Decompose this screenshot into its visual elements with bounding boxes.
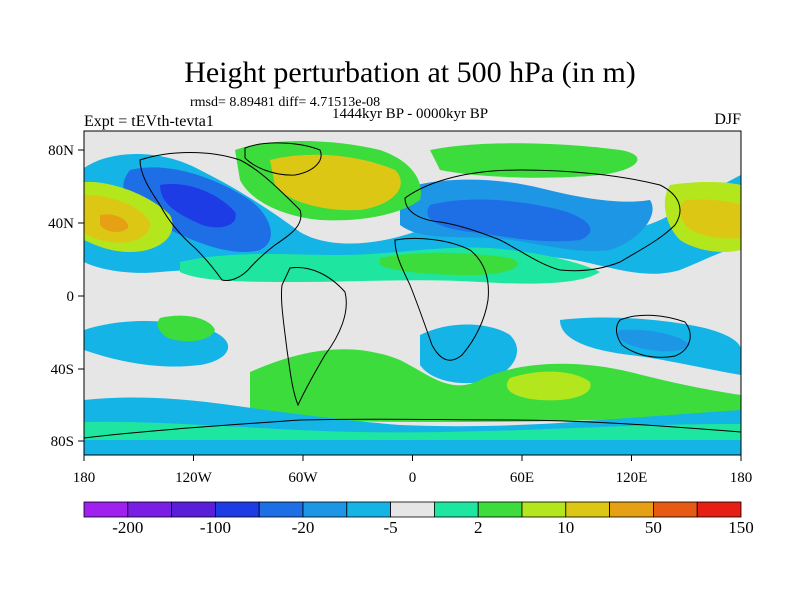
colorbar-swatch xyxy=(433,501,479,518)
colorbar-swatch xyxy=(83,501,129,518)
anomaly-south-pacific-positive xyxy=(157,315,215,342)
coastline-europe-asia xyxy=(404,169,681,272)
main-title: Height perturbation at 500 hPa (in m) xyxy=(184,56,636,89)
anomaly-arctic-positive xyxy=(430,143,638,178)
coastline-greenland xyxy=(244,142,322,176)
anomaly-south-atlantic-negative xyxy=(420,324,518,384)
lon-tick-label: 60E xyxy=(510,470,534,486)
height-perturbation-map xyxy=(83,130,742,456)
colorbar-swatch xyxy=(565,501,610,518)
longitude-axis: 180 120W 60W 0 60E 120E 180 xyxy=(73,455,753,486)
colorbar-swatch xyxy=(258,501,304,518)
colorbar-swatch xyxy=(477,501,523,518)
anomaly-southern-ocean-core xyxy=(506,371,591,401)
anomaly-north-atlantic-core xyxy=(270,154,401,211)
colorbar-swatch xyxy=(214,501,260,518)
colorbar-swatch xyxy=(346,501,391,518)
anomaly-antarctic-negative xyxy=(84,397,741,455)
anomaly-north-america-deep xyxy=(160,184,236,228)
anomaly-pacific-positive-east-core xyxy=(680,199,741,239)
colorbar-swatch xyxy=(609,501,654,518)
lon-tick-label: 120W xyxy=(175,470,213,486)
anomaly-subtropical-positive-core xyxy=(380,252,518,275)
anomaly-antarctic-positive-strip xyxy=(84,421,741,440)
coastline-south-america xyxy=(280,266,347,407)
period-line: 1444kyr BP - 0000kyr BP xyxy=(332,106,488,122)
colorbar-labels: -200 -100 -20 -5 2 10 50 150 xyxy=(112,518,754,537)
latitude-axis: 80N 40N 0 40S 80S xyxy=(48,143,84,450)
colorbar-swatch xyxy=(127,501,173,518)
coastline-antarctica xyxy=(83,418,742,439)
lat-tick-label: 0 xyxy=(67,289,75,305)
lat-tick-label: 80S xyxy=(51,434,74,450)
coastline-australia xyxy=(616,314,691,358)
lat-tick-label: 80N xyxy=(48,143,74,159)
lon-tick-label: 180 xyxy=(73,470,96,486)
colorbar-label: 2 xyxy=(474,518,483,537)
colorbar-label: 150 xyxy=(728,518,754,537)
colorbar-swatch xyxy=(302,501,348,518)
colorbar-label: -20 xyxy=(292,518,315,537)
colorbar-swatch xyxy=(171,501,216,518)
coastlines xyxy=(83,142,742,439)
anomaly-southern-ocean-positive xyxy=(250,349,741,422)
colorbar-swatch xyxy=(521,501,567,518)
coastline-north-america xyxy=(139,152,302,281)
colorbar-label: -200 xyxy=(112,518,143,537)
lon-tick-label: 180 xyxy=(730,470,753,486)
lon-tick-label: 0 xyxy=(409,470,417,486)
colorbar-label: -5 xyxy=(384,518,398,537)
anomaly-eurasia-negative-core xyxy=(427,199,591,242)
lon-tick-label: 120E xyxy=(616,470,648,486)
colorbar xyxy=(83,501,742,518)
experiment-label: Expt = tEVth-tevta1 xyxy=(84,113,214,130)
anomaly-pacific-positive-west-peak xyxy=(100,214,129,232)
coastline-africa xyxy=(394,237,489,361)
lat-tick-label: 40S xyxy=(51,362,74,378)
season-label: DJF xyxy=(714,111,741,128)
lat-tick-label: 40N xyxy=(48,216,74,232)
colorbar-swatch xyxy=(696,501,742,518)
stats-line: rmsd= 8.89481 diff= 4.71513e-08 xyxy=(190,95,380,110)
colorbar-label: 10 xyxy=(557,518,574,537)
colorbar-swatch xyxy=(653,501,698,518)
anomaly-south-indian-core xyxy=(617,329,690,352)
colorbar-label: -100 xyxy=(200,518,231,537)
lon-tick-label: 60W xyxy=(288,470,318,486)
colorbar-label: 50 xyxy=(645,518,662,537)
colorbar-swatch xyxy=(390,501,435,518)
